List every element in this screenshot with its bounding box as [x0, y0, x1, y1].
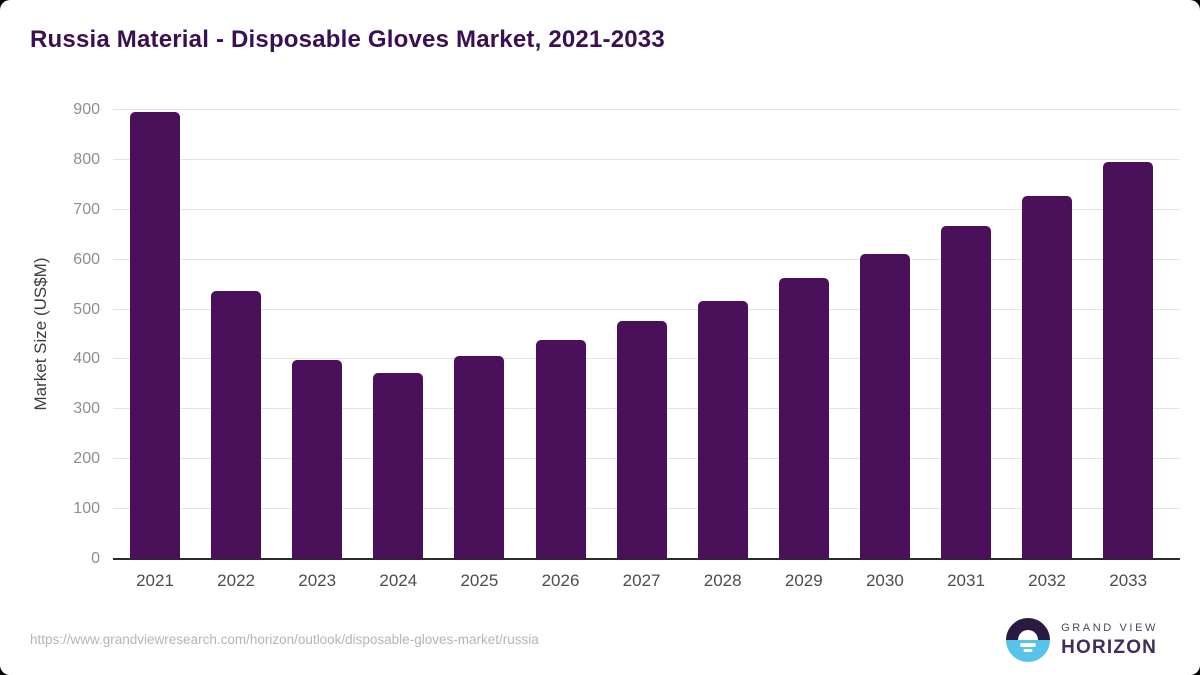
horizon-sunset-icon — [1006, 618, 1051, 662]
chart-title: Russia Material - Disposable Gloves Mark… — [30, 26, 665, 53]
bar-2027 — [616, 320, 667, 559]
bar-2030 — [859, 254, 910, 559]
bar-2028 — [697, 300, 748, 559]
x-axis-line — [113, 558, 1180, 560]
x-tick-label-2022: 2022 — [217, 571, 256, 590]
x-tick-label-2030: 2030 — [865, 571, 904, 590]
x-tick-label-2027: 2027 — [622, 571, 661, 590]
bar-2025 — [454, 356, 505, 559]
x-tick-label-2031: 2031 — [947, 571, 985, 590]
plot-area — [113, 109, 1180, 560]
x-tick-label-2024: 2024 — [379, 571, 418, 590]
x-tick-label-2032: 2032 — [1028, 571, 1067, 590]
source-url: https://www.grandviewresearch.com/horizo… — [30, 632, 539, 647]
grand-view-horizon-logo: GRAND VIEW HORIZON — [1006, 618, 1158, 662]
y-tick-label-200: 200 — [73, 450, 100, 468]
gridline-900 — [113, 109, 1180, 110]
x-tick-label-2023: 2023 — [298, 571, 337, 590]
bar-2022 — [211, 290, 262, 559]
bar-2033 — [1103, 162, 1154, 559]
bar-2032 — [1022, 195, 1073, 559]
gridline-500 — [113, 308, 1180, 310]
y-tick-label-0: 0 — [91, 550, 100, 567]
bar-2024 — [373, 372, 424, 559]
x-tick-label-2029: 2029 — [784, 571, 823, 590]
y-tick-label-500: 500 — [73, 300, 100, 318]
gridline-700 — [113, 208, 1180, 210]
y-tick-label-800: 800 — [73, 150, 100, 168]
y-tick-label-300: 300 — [73, 400, 100, 418]
gridline-800 — [113, 158, 1180, 160]
x-tick-label-2025: 2025 — [460, 571, 499, 590]
y-tick-label-700: 700 — [73, 200, 100, 218]
y-tick-label-900: 900 — [73, 101, 100, 118]
x-tick-label-2021: 2021 — [136, 571, 174, 590]
logo-text-grand-view: GRAND VIEW — [1061, 621, 1158, 634]
x-tick-label-2028: 2028 — [703, 571, 742, 590]
y-tick-label-100: 100 — [73, 500, 100, 518]
gridline-600 — [113, 258, 1180, 260]
bar-2031 — [941, 226, 991, 559]
y-tick-label-600: 600 — [73, 250, 100, 268]
y-axis-title: Market Size (US$M) — [31, 257, 50, 411]
x-tick-label-2026: 2026 — [541, 571, 580, 590]
bar-2023 — [292, 360, 343, 559]
bar-2026 — [535, 339, 586, 559]
bar-2029 — [778, 277, 829, 559]
bar-2021 — [130, 111, 180, 559]
logo-text-horizon: HORIZON — [1061, 636, 1158, 658]
y-tick-label-400: 400 — [73, 350, 100, 368]
x-tick-label-2033: 2033 — [1109, 571, 1148, 590]
